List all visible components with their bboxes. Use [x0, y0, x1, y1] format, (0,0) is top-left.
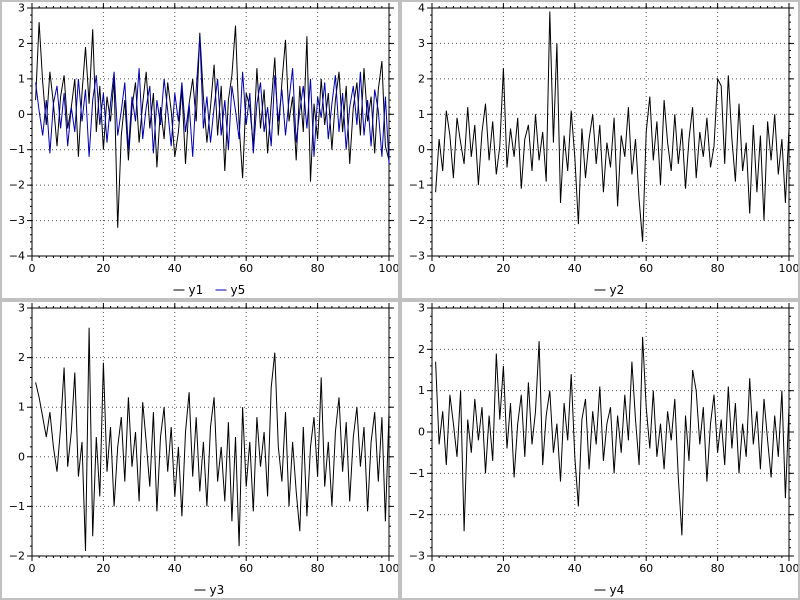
svg-text:100: 100 [779, 262, 799, 275]
line-chart-y4: 0 20 40 60 80 100 −3 −2 −1 0 1 2 3 y4 [409, 302, 799, 597]
svg-text:100: 100 [379, 562, 399, 575]
svg-text:y1: y1 [189, 283, 204, 297]
svg-text:1: 1 [18, 401, 25, 414]
svg-text:4: 4 [418, 2, 425, 15]
svg-text:−2: −2 [9, 550, 25, 563]
svg-text:40: 40 [568, 562, 582, 575]
svg-text:40: 40 [168, 562, 182, 575]
svg-text:0: 0 [429, 262, 436, 275]
chart-panel-y3: 0 20 40 60 80 100 −2 −1 0 1 2 3 y3 [2, 302, 398, 598]
svg-text:2: 2 [418, 343, 425, 356]
svg-text:60: 60 [239, 262, 253, 275]
svg-text:y4: y4 [610, 583, 625, 597]
svg-text:2: 2 [418, 72, 425, 85]
svg-text:0: 0 [29, 562, 36, 575]
svg-text:−1: −1 [409, 467, 425, 480]
svg-text:0: 0 [418, 426, 425, 439]
svg-text:1: 1 [418, 108, 425, 121]
svg-text:80: 80 [711, 562, 725, 575]
svg-text:60: 60 [639, 262, 653, 275]
svg-text:−2: −2 [9, 179, 25, 192]
svg-text:20: 20 [96, 562, 110, 575]
svg-text:1: 1 [18, 72, 25, 85]
svg-text:60: 60 [239, 562, 253, 575]
svg-text:−3: −3 [9, 214, 25, 227]
svg-text:80: 80 [311, 262, 325, 275]
svg-text:3: 3 [418, 37, 425, 50]
svg-text:80: 80 [311, 562, 325, 575]
svg-text:2: 2 [18, 37, 25, 50]
chart-panel-y2: 0 20 40 60 80 100 −3 −2 −1 0 1 2 3 4 y2 [402, 2, 798, 298]
svg-text:y2: y2 [610, 283, 625, 297]
svg-text:0: 0 [18, 450, 25, 463]
svg-text:20: 20 [496, 262, 510, 275]
svg-text:−3: −3 [409, 550, 425, 563]
line-chart-y2: 0 20 40 60 80 100 −3 −2 −1 0 1 2 3 4 y2 [409, 2, 799, 297]
svg-text:−1: −1 [9, 143, 25, 156]
svg-text:3: 3 [418, 302, 425, 315]
svg-text:y5: y5 [231, 283, 246, 297]
svg-text:0: 0 [418, 143, 425, 156]
line-chart-y1-y5: 0 20 40 60 80 100 −4 −3 −2 −1 0 1 2 3 y1 y5 [9, 2, 399, 297]
svg-text:−4: −4 [9, 250, 25, 263]
svg-text:0: 0 [29, 262, 36, 275]
svg-text:0: 0 [18, 108, 25, 121]
svg-text:−1: −1 [409, 179, 425, 192]
svg-text:y3: y3 [210, 583, 225, 597]
svg-text:40: 40 [568, 262, 582, 275]
svg-text:0: 0 [429, 562, 436, 575]
svg-text:2: 2 [18, 351, 25, 364]
svg-text:100: 100 [779, 562, 799, 575]
line-chart-y3: 0 20 40 60 80 100 −2 −1 0 1 2 3 y3 [9, 302, 399, 597]
svg-text:40: 40 [168, 262, 182, 275]
svg-text:80: 80 [711, 262, 725, 275]
svg-text:20: 20 [496, 562, 510, 575]
svg-text:−2: −2 [409, 214, 425, 227]
chart-panel-y1-y5: 0 20 40 60 80 100 −4 −3 −2 −1 0 1 2 3 y1 y5 [2, 2, 398, 298]
svg-text:3: 3 [18, 302, 25, 315]
svg-text:−1: −1 [9, 500, 25, 513]
svg-text:100: 100 [379, 262, 399, 275]
svg-text:20: 20 [96, 262, 110, 275]
svg-text:−3: −3 [409, 250, 425, 263]
chart-panel-y4: 0 20 40 60 80 100 −3 −2 −1 0 1 2 3 y4 [402, 302, 798, 598]
svg-text:60: 60 [639, 562, 653, 575]
svg-text:3: 3 [18, 2, 25, 15]
svg-text:1: 1 [418, 384, 425, 397]
svg-text:−2: −2 [409, 508, 425, 521]
